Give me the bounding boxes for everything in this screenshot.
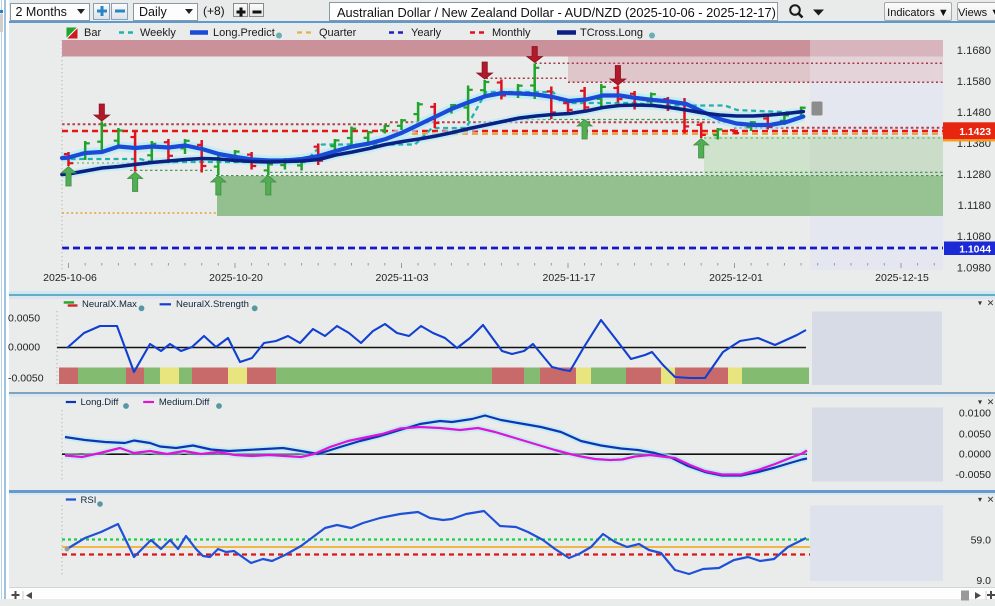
svg-text:1.1180: 1.1180	[958, 200, 991, 212]
svg-text:Monthly: Monthly	[492, 27, 531, 39]
svg-text:1.0980: 1.0980	[957, 262, 991, 274]
svg-text:-0.0050: -0.0050	[8, 373, 44, 385]
svg-text:2025-12-01: 2025-12-01	[709, 272, 763, 284]
svg-text:0.0000: 0.0000	[8, 342, 40, 354]
svg-text:✕: ✕	[987, 298, 995, 308]
svg-text:✕: ✕	[987, 397, 995, 407]
svg-text:2025-11-03: 2025-11-03	[376, 272, 429, 284]
svg-text:2025-10-20: 2025-10-20	[209, 272, 263, 284]
svg-text:-0.0050: -0.0050	[955, 469, 991, 481]
svg-text:Yearly: Yearly	[411, 27, 442, 39]
svg-text:RSI: RSI	[81, 495, 97, 506]
svg-text:0.0100: 0.0100	[959, 408, 991, 420]
svg-text:▾: ▾	[978, 299, 982, 308]
svg-text:NeuralX.Strength: NeuralX.Strength	[176, 299, 249, 310]
svg-text:1.1680: 1.1680	[957, 45, 991, 57]
svg-text:✕: ✕	[987, 495, 995, 505]
svg-text:0.0000: 0.0000	[959, 449, 991, 461]
svg-text:NeuralX.Max: NeuralX.Max	[82, 299, 137, 310]
svg-text:Long.Predict: Long.Predict	[213, 27, 275, 39]
svg-text:1.1423: 1.1423	[959, 127, 991, 138]
svg-text:2025-11-17: 2025-11-17	[543, 272, 596, 284]
svg-text:2025-10-06: 2025-10-06	[43, 272, 97, 284]
svg-text:Long.Diff: Long.Diff	[81, 397, 119, 408]
svg-text:1.1080: 1.1080	[957, 231, 991, 243]
svg-text:0.0050: 0.0050	[959, 429, 991, 441]
svg-text:TCross.Long: TCross.Long	[580, 27, 643, 39]
svg-text:1.1480: 1.1480	[957, 107, 991, 119]
svg-text:1.1044: 1.1044	[959, 245, 991, 256]
svg-text:▾: ▾	[978, 495, 982, 504]
svg-text:2025-12-15: 2025-12-15	[875, 272, 929, 284]
svg-text:Quarter: Quarter	[319, 27, 357, 39]
svg-text:9.0: 9.0	[976, 575, 991, 587]
svg-text:Weekly: Weekly	[140, 27, 176, 39]
svg-text:1.1280: 1.1280	[957, 169, 991, 181]
svg-text:1.1580: 1.1580	[957, 76, 991, 88]
svg-text:Bar: Bar	[84, 27, 101, 39]
svg-text:59.0: 59.0	[971, 535, 992, 547]
svg-text:▾: ▾	[978, 398, 982, 407]
svg-text:0.0050: 0.0050	[8, 313, 40, 325]
svg-text:Medium.Diff: Medium.Diff	[159, 397, 210, 408]
